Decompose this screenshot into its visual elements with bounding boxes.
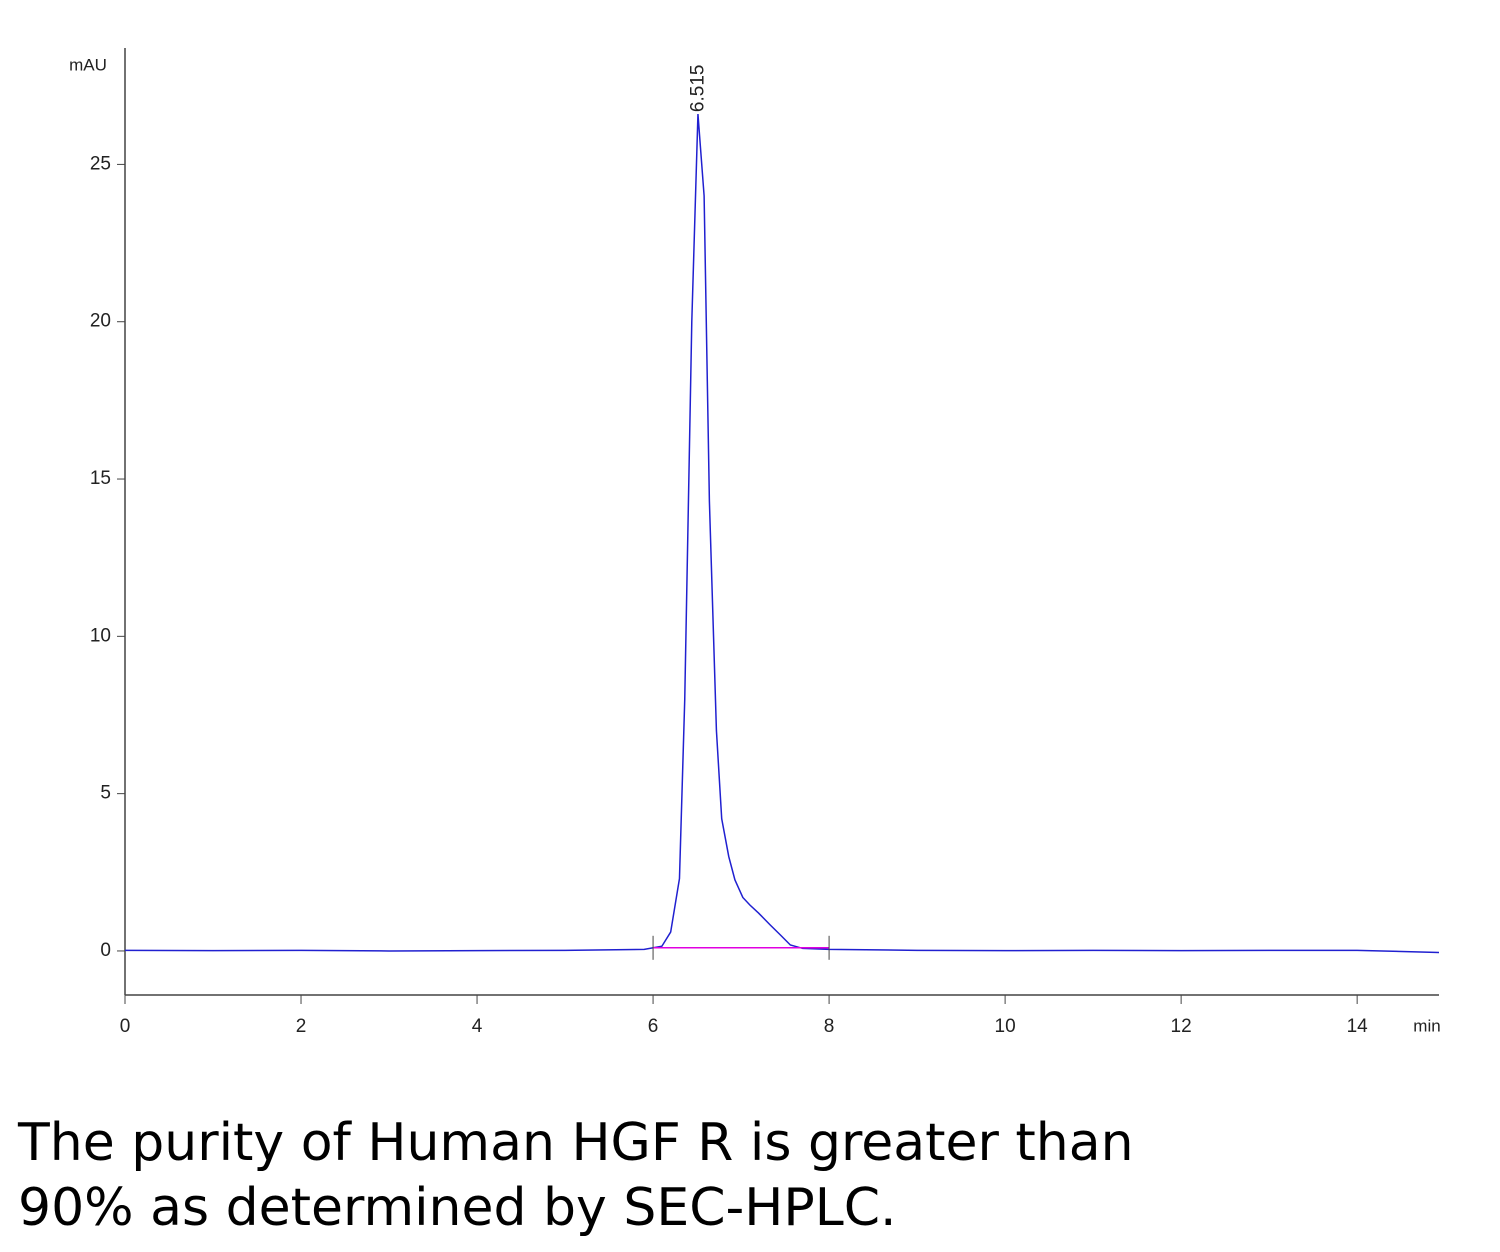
y-tick-label: 15 (90, 468, 111, 489)
y-axis-label: mAU (69, 55, 107, 74)
y-tick-label: 0 (100, 940, 111, 961)
x-tick-label: 0 (120, 1016, 131, 1037)
x-tick-label: 12 (1171, 1016, 1192, 1037)
x-tick-label: 14 (1347, 1016, 1369, 1037)
y-tick-label: 5 (100, 783, 111, 804)
y-tick-label: 10 (90, 625, 111, 646)
x-tick-label: 6 (648, 1016, 659, 1037)
trace (124, 114, 1440, 954)
y-tick-label: 20 (90, 311, 111, 332)
x-tick-label: 8 (824, 1016, 835, 1037)
peak-label: 6.515 (687, 65, 708, 113)
x-tick-label: 10 (995, 1016, 1016, 1037)
caption-line: 90% as determined by SEC-HPLC. (18, 1178, 897, 1238)
y-tick-label: 25 (90, 153, 111, 174)
x-axis-label: min (1413, 1016, 1440, 1035)
x-tick-label: 4 (472, 1016, 483, 1037)
caption-line: The purity of Human HGF R is greater tha… (17, 1113, 1134, 1173)
x-tick-label: 2 (296, 1016, 307, 1037)
